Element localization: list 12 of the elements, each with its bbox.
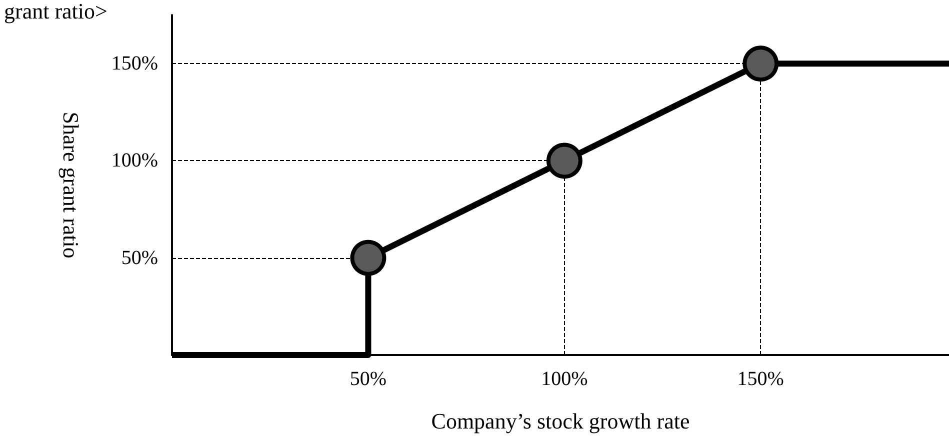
y-tick-label: 50% <box>121 246 158 269</box>
x-axis-title: Company’s stock growth rate <box>431 408 690 434</box>
x-tick-label: 50% <box>350 368 387 390</box>
x-tick-label: 150% <box>737 368 784 390</box>
text: grant ratio> <box>4 0 108 24</box>
y-tick-label: 150% <box>111 52 158 75</box>
x-tick-label: 100% <box>541 368 588 390</box>
point <box>350 240 386 276</box>
y-axis-title: Share grant ratio <box>58 112 84 258</box>
y-tick-label: 100% <box>111 150 158 172</box>
point <box>546 142 582 179</box>
point <box>742 46 779 82</box>
